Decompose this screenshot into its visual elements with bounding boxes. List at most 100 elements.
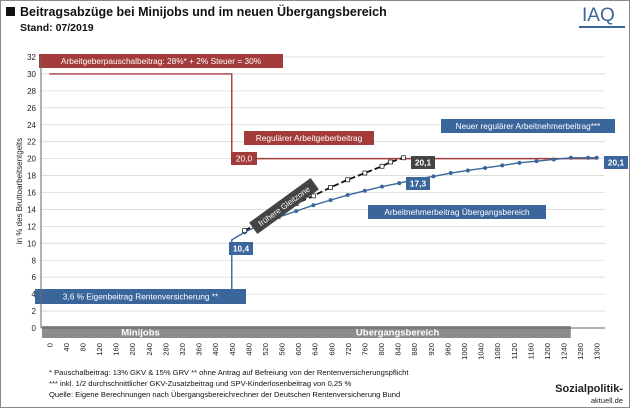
annotation-start-value-box — [229, 242, 253, 255]
series-gleitzone-point — [242, 228, 247, 233]
y-tick-label: 22 — [27, 138, 36, 147]
annotation-employer-flat: Arbeitgeberpauschalbeitrag: 28%* + 2% St… — [61, 56, 262, 66]
chart-subtitle: Stand: 07/2019 — [20, 22, 94, 34]
series-employee-point — [465, 168, 470, 173]
annotation-gleitzone-group: frühere Gleitzone — [249, 178, 319, 234]
x-tick-label: 1080 — [493, 343, 502, 360]
annotation-employee-value-box — [406, 177, 430, 190]
series-employee-point — [568, 155, 573, 160]
x-tick-label: 40 — [62, 343, 71, 351]
annotation-pension-share-box — [35, 289, 246, 304]
band-label: Übergangsbereich — [356, 328, 440, 339]
x-tick-label: 640 — [311, 343, 320, 356]
x-tick-label: 80 — [78, 343, 87, 351]
y-tick-label: 12 — [27, 222, 36, 231]
x-tick-label: 880 — [410, 343, 419, 356]
series-employee-point — [594, 155, 599, 160]
series-gleitzone-point — [362, 170, 368, 176]
series-employee-point — [431, 174, 436, 179]
series-gleitzone-point — [401, 155, 406, 161]
annotation-gleitzone-box — [249, 178, 319, 234]
x-tick-label: 480 — [244, 343, 253, 356]
y-tick-label: 2 — [32, 307, 37, 316]
y-tick-label: 20 — [27, 155, 36, 164]
series-employee-point — [311, 203, 316, 208]
gridlines — [41, 56, 605, 312]
brand-logo-sub: aktuell.de — [591, 396, 623, 405]
x-tick-label: 400 — [211, 343, 220, 356]
y-tick-label: 32 — [27, 53, 36, 62]
footnote-2: *** inkl. 1/2 durchschnittlicher GKV-Zus… — [49, 379, 351, 388]
series-gleitzone-point — [345, 177, 351, 183]
series-employee-point — [397, 181, 402, 186]
x-bands: Minijobs Übergangsbereich — [42, 326, 571, 339]
annotation-employee-regular: Neuer regulärer Arbeitnehmerbeitrag*** — [456, 121, 602, 131]
x-tick-label: 240 — [145, 343, 154, 356]
x-tick-label: 1240 — [560, 343, 569, 360]
chart-title: Beitragsabzüge bei Minijobs und im neuen… — [20, 4, 387, 19]
x-tick-label: 1160 — [526, 343, 535, 359]
band-label: Minijobs — [121, 328, 160, 339]
annotation-pension-share: 3,6 % Eigenbeitrag Rentenversicherung ** — [63, 291, 219, 301]
annotation-start-value: 10,4 — [233, 243, 250, 253]
annotation-gleitzone-value: 20,1 — [415, 157, 432, 167]
annotation-employee-value: 17,3 — [410, 178, 427, 188]
annotation-employer-flat-box — [39, 54, 283, 68]
x-axis-ticks: 0 40 80 120 160 200 240 280 320 360 400 450 480 520 56… — [45, 343, 601, 360]
y-tick-label: 4 — [32, 290, 37, 299]
annotation-employee-curve: Arbeitnehmerbeitrag Übergangsbereich — [384, 207, 530, 217]
x-tick-label: 1200 — [543, 343, 552, 360]
x-tick-label: 840 — [394, 343, 403, 356]
band-1 — [224, 326, 571, 338]
x-tick-label: 160 — [112, 343, 121, 356]
x-tick-label: 560 — [278, 343, 287, 356]
series-employee-point — [345, 193, 350, 198]
x-tick-label: 360 — [195, 343, 204, 356]
series-employee-point — [551, 157, 556, 162]
series-employee-point — [586, 155, 591, 160]
x-tick-label: 0 — [45, 343, 54, 347]
y-tick-label: 8 — [32, 256, 37, 265]
y-tick-label: 14 — [27, 205, 36, 214]
x-tick-label: 680 — [327, 343, 336, 356]
x-tick-label: 1280 — [576, 343, 585, 360]
series-employee-point — [483, 165, 488, 170]
annotation-employee-max-value-box — [604, 156, 628, 169]
annotation-gleitzone-label: frühere Gleitzone — [257, 184, 312, 228]
annotation-employer-value-box — [231, 152, 257, 165]
x-tick-label: 320 — [178, 343, 187, 356]
y-tick-label: 24 — [27, 121, 36, 130]
series-employee-point — [500, 163, 505, 168]
x-tick-label: 1120 — [510, 343, 519, 359]
annotation-employer-regular: Regulärer Arbeitgeberbeitrag — [256, 133, 363, 143]
annotation-gleitzone-value-box — [411, 156, 435, 169]
annotation-employee-curve-box — [368, 205, 546, 219]
y-tick-label: 16 — [27, 189, 36, 198]
series-employee-point — [362, 188, 367, 193]
x-tick-label: 520 — [261, 343, 270, 356]
x-tick-label: 1040 — [477, 343, 486, 360]
series-employee-point — [448, 171, 453, 176]
x-tick-label: 720 — [344, 343, 353, 356]
y-tick-label: 30 — [27, 70, 36, 79]
annotation-employee-max-value: 20,1 — [608, 157, 625, 167]
footnote-3: Quelle: Eigene Berechnungen nach Übergan… — [49, 390, 400, 399]
y-tick-label: 0 — [32, 324, 37, 333]
y-tick-label: 26 — [27, 104, 36, 113]
series-employee-point — [294, 209, 299, 214]
series-employee-point — [534, 159, 539, 164]
x-tick-label: 960 — [443, 343, 452, 356]
x-tick-label: 1300 — [593, 343, 602, 360]
annotations: Arbeitgeberpauschalbeitrag: 28%* + 2% St… — [35, 54, 628, 304]
x-tick-label: 800 — [377, 343, 386, 356]
y-tick-label: 6 — [32, 273, 37, 282]
y-axis-label: in % des Bruttoarbeitsentgelts — [15, 138, 24, 244]
y-tick-label: 18 — [27, 172, 36, 181]
brand-logo: Sozialpolitik- — [555, 383, 623, 395]
series-gleitzone-point — [328, 185, 333, 190]
series-employee-point — [328, 198, 333, 203]
annotation-employer-value: 20,0 — [236, 153, 253, 163]
series-gleitzone-point — [379, 163, 385, 169]
